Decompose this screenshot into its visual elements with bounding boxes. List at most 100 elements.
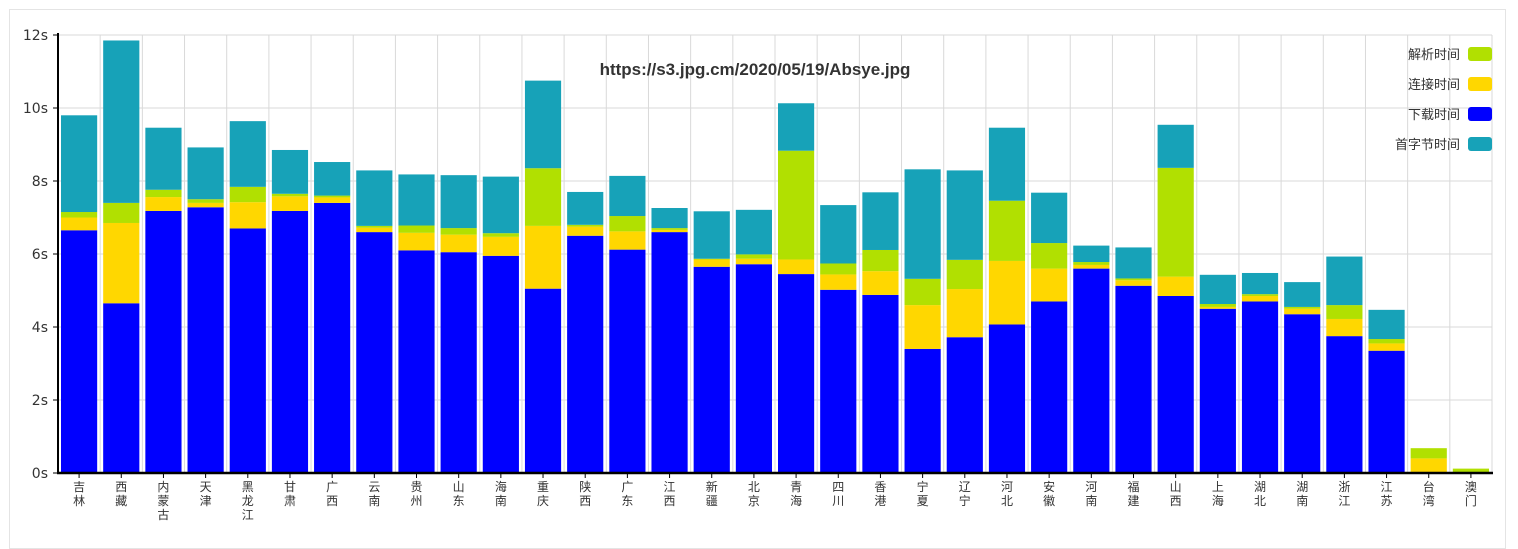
bar-segment bbox=[1031, 243, 1068, 269]
bar-segment bbox=[1157, 295, 1194, 473]
x-tick-label: 辽宁 bbox=[959, 480, 971, 508]
bar-segment bbox=[440, 234, 477, 253]
bar-segment bbox=[567, 235, 604, 473]
bar-segment bbox=[1031, 301, 1068, 473]
bar-segment bbox=[778, 103, 815, 151]
bar-layer bbox=[61, 40, 1489, 473]
x-tick-label: 云南 bbox=[368, 480, 380, 508]
bar-segment bbox=[1199, 304, 1236, 307]
bar-segment bbox=[567, 191, 604, 225]
bar-segment bbox=[145, 127, 182, 190]
x-tick-label: 内蒙古 bbox=[157, 480, 169, 522]
bar-segment bbox=[1284, 314, 1321, 473]
bar-segment bbox=[314, 202, 351, 473]
bar-segment bbox=[229, 228, 266, 473]
bar-segment bbox=[988, 324, 1026, 473]
bar-segment bbox=[440, 252, 477, 473]
bar-segment bbox=[778, 274, 815, 473]
bar-segment bbox=[524, 225, 562, 289]
x-tick-label: 香港 bbox=[874, 480, 886, 508]
bar-segment bbox=[1199, 274, 1236, 305]
bar-segment bbox=[651, 208, 688, 229]
bar-segment bbox=[1326, 336, 1363, 473]
bar-segment bbox=[946, 337, 983, 473]
bar-segment bbox=[1241, 272, 1279, 295]
bar-segment bbox=[1326, 256, 1363, 306]
bar-segment bbox=[103, 303, 140, 473]
bar-segment bbox=[187, 147, 224, 200]
bar-segment bbox=[271, 196, 309, 211]
legend-label: 连接时间 bbox=[1408, 77, 1460, 93]
bar-segment bbox=[1115, 247, 1152, 279]
y-tick-label: 12s bbox=[23, 28, 48, 44]
bar-segment bbox=[229, 121, 266, 187]
bar-segment bbox=[103, 202, 140, 223]
bar-segment bbox=[1073, 262, 1110, 265]
bar-segment bbox=[398, 250, 435, 473]
bar-segment bbox=[398, 232, 435, 251]
bar-segment bbox=[271, 210, 309, 473]
bar-segment bbox=[271, 193, 309, 197]
bar-segment bbox=[524, 168, 562, 226]
bar-segment bbox=[229, 186, 266, 203]
bar-segment bbox=[651, 228, 688, 230]
x-tick-label: 新疆 bbox=[706, 479, 718, 508]
bar-segment bbox=[609, 231, 646, 250]
legend-swatch bbox=[1468, 137, 1492, 151]
bar-segment bbox=[61, 115, 98, 213]
bar-segment bbox=[440, 175, 477, 229]
bar-segment bbox=[567, 226, 604, 236]
bar-segment bbox=[145, 197, 182, 211]
bar-segment bbox=[946, 289, 983, 338]
x-tick-label: 吉林 bbox=[73, 480, 85, 508]
bar-segment bbox=[862, 249, 899, 272]
x-tick-label: 北京 bbox=[748, 480, 760, 508]
bar-segment bbox=[482, 176, 519, 234]
bar-segment bbox=[1031, 268, 1068, 302]
bar-segment bbox=[820, 263, 857, 275]
x-tick-label: 台湾 bbox=[1423, 479, 1435, 508]
bar-segment bbox=[398, 225, 435, 233]
bar-segment bbox=[1241, 301, 1279, 473]
bar-segment bbox=[735, 264, 772, 473]
bar-segment bbox=[988, 200, 1026, 261]
bar-segment bbox=[61, 230, 98, 473]
x-tick-label: 青海 bbox=[790, 480, 802, 508]
bar-segment bbox=[609, 216, 646, 232]
bar-segment bbox=[820, 289, 857, 473]
bar-segment bbox=[1368, 350, 1405, 473]
legend-swatch bbox=[1468, 47, 1492, 61]
bar-segment bbox=[1452, 468, 1489, 473]
bar-segment bbox=[103, 40, 140, 203]
y-tick-label: 6s bbox=[32, 247, 48, 263]
legend-label: 解析时间 bbox=[1408, 48, 1460, 63]
bar-segment bbox=[524, 80, 562, 169]
bar-segment bbox=[145, 210, 182, 473]
bar-segment bbox=[1157, 276, 1194, 296]
legend-label: 下载时间 bbox=[1408, 108, 1460, 123]
y-tick-label: 4s bbox=[32, 320, 48, 336]
bar-segment bbox=[440, 228, 477, 235]
bar-segment bbox=[1284, 308, 1321, 315]
bar-segment bbox=[904, 169, 941, 279]
x-tick-label: 上海 bbox=[1212, 480, 1224, 508]
x-tick-label: 贵州 bbox=[410, 480, 422, 508]
bar-segment bbox=[904, 278, 941, 306]
x-tick-label: 广东 bbox=[621, 480, 633, 508]
bar-segment bbox=[988, 260, 1026, 325]
bar-segment bbox=[356, 232, 393, 473]
legend-label: 首字节时间 bbox=[1395, 138, 1460, 153]
bar-segment bbox=[61, 217, 98, 231]
bar-segment bbox=[1410, 458, 1447, 473]
bar-segment bbox=[1326, 318, 1363, 337]
bar-segment bbox=[651, 229, 688, 233]
bar-segment bbox=[356, 225, 393, 228]
x-tick-label: 河南 bbox=[1085, 480, 1097, 508]
bar-segment bbox=[735, 258, 772, 265]
bar-segment bbox=[693, 259, 730, 267]
y-tick-label: 8s bbox=[32, 174, 48, 190]
x-tick-label: 天津 bbox=[200, 480, 212, 508]
legend-swatch bbox=[1468, 77, 1492, 91]
